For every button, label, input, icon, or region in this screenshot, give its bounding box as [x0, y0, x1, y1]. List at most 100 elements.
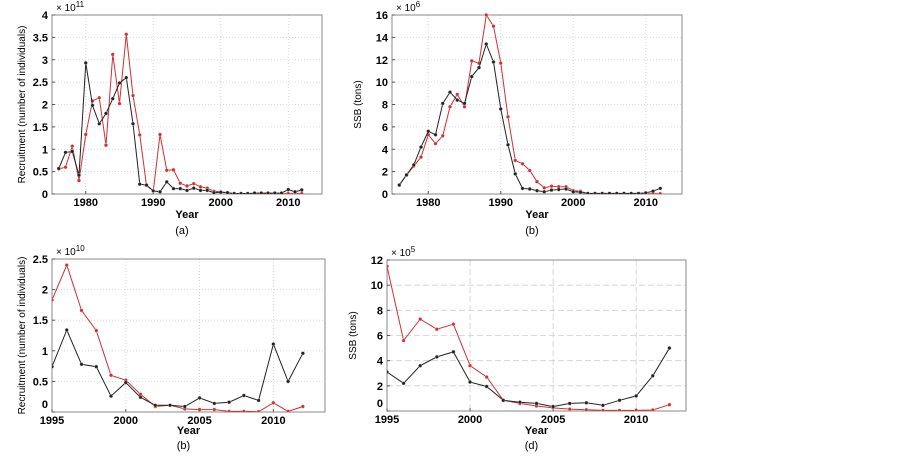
subplot-caption: (d)	[525, 440, 538, 452]
y-tick-label: 16	[376, 10, 388, 22]
y-axis-label: SSB (tons)	[348, 311, 359, 359]
y-tick-label: 0.5	[33, 376, 48, 388]
y-tick-label: 4	[377, 356, 384, 368]
data-point-black	[571, 189, 576, 194]
x-tick-label: 2010	[624, 414, 648, 426]
data-point-red	[617, 408, 622, 411]
data-point-black	[77, 173, 81, 178]
data-point-red	[535, 179, 539, 184]
x-tick-label: 1995	[40, 415, 64, 427]
data-point-black	[564, 187, 568, 191]
data-point-black	[419, 145, 423, 149]
data-point-black	[501, 398, 506, 403]
series-line-red	[398, 13, 661, 194]
data-point-black	[527, 187, 532, 191]
data-point-black	[94, 364, 99, 369]
data-point-black	[584, 400, 589, 405]
data-point-red	[77, 178, 81, 183]
data-point-black	[256, 398, 261, 403]
x-tick-label: 1980	[74, 197, 98, 209]
data-point-black	[178, 186, 183, 191]
data-point-black	[272, 191, 277, 194]
data-point-red	[462, 104, 467, 109]
data-point-black	[629, 191, 634, 194]
x-tick-label: 2010	[634, 197, 658, 209]
data-point-black	[138, 395, 143, 400]
data-point-black	[404, 173, 409, 177]
data-point-black	[484, 42, 489, 47]
data-point-black	[239, 191, 243, 194]
data-point-black	[517, 400, 522, 405]
data-point-red	[401, 338, 406, 343]
data-point-black	[520, 186, 525, 191]
data-point-red	[418, 317, 423, 322]
data-point-black	[440, 101, 445, 106]
data-point-black	[300, 351, 305, 356]
data-point-red	[468, 363, 473, 368]
data-point-black	[658, 186, 663, 191]
y-exponent-label: × 106	[396, 0, 421, 14]
data-point-black	[418, 363, 423, 368]
data-point-red	[52, 298, 54, 302]
data-point-black	[650, 373, 655, 378]
data-point-black	[578, 190, 583, 194]
data-point-black	[651, 189, 655, 194]
data-point-black	[411, 162, 416, 167]
series-line-black	[52, 328, 304, 408]
data-point-red	[110, 52, 115, 57]
y-tick-label: 12	[371, 255, 383, 267]
y-tick-label: 3.5	[33, 32, 48, 44]
data-point-black	[551, 404, 556, 409]
data-point-black	[232, 191, 237, 194]
x-tick-label: 2010	[261, 415, 285, 427]
y-axis-label: SSB (tons)	[353, 80, 364, 128]
data-point-red	[584, 407, 589, 411]
data-point-black	[104, 111, 108, 116]
data-point-red	[491, 24, 496, 29]
data-point-black	[469, 74, 474, 79]
series-black	[387, 346, 672, 409]
x-axis-label: Year	[525, 209, 549, 221]
data-point-black	[168, 403, 173, 408]
data-point-black	[585, 191, 590, 194]
subplot-4: 1995 2000 2005 2010 0 2 4 6 8 10 12 × 105 Year SSB (t…	[348, 245, 687, 452]
data-point-red	[387, 264, 389, 269]
data-point-red	[104, 143, 108, 148]
data-point-red	[300, 404, 305, 409]
x-tick-label: 1990	[489, 197, 513, 209]
data-point-red	[178, 181, 183, 186]
series-line-black	[387, 347, 670, 408]
y-tick-label: 10	[376, 77, 388, 89]
series-red	[56, 32, 304, 194]
data-point-red	[419, 155, 423, 160]
data-point-black	[397, 183, 402, 187]
y-tick-label: 2	[377, 381, 383, 393]
data-point-red	[567, 407, 572, 411]
y-tick-label: 0.5	[33, 167, 48, 179]
data-point-red	[94, 328, 99, 333]
data-point-black	[433, 132, 438, 137]
data-point-black	[534, 401, 539, 406]
subplot-2: 1980 1990 2000 2010 0 2 4 6 8 10 12 14 16 × 106 Year SS…	[353, 0, 683, 237]
y-tick-label: 0	[42, 399, 48, 411]
data-point-red	[124, 32, 129, 37]
data-point-black	[225, 190, 230, 194]
y-tick-label: 0	[377, 398, 383, 410]
data-point-red	[634, 408, 639, 411]
data-point-red	[600, 408, 605, 411]
data-point-black	[245, 191, 250, 194]
data-point-black	[622, 191, 626, 194]
data-point-red	[164, 168, 169, 173]
data-point-red	[271, 400, 276, 405]
data-point-black	[535, 188, 539, 193]
data-point-black	[83, 60, 88, 65]
y-tick-label: 2	[382, 167, 388, 179]
y-exponent-power: 6	[416, 0, 421, 9]
data-point-black	[144, 183, 149, 187]
data-point-red	[197, 407, 202, 412]
data-point-black	[600, 191, 605, 194]
data-point-red	[469, 58, 474, 63]
data-point-black	[636, 191, 641, 194]
data-point-black	[279, 191, 284, 194]
